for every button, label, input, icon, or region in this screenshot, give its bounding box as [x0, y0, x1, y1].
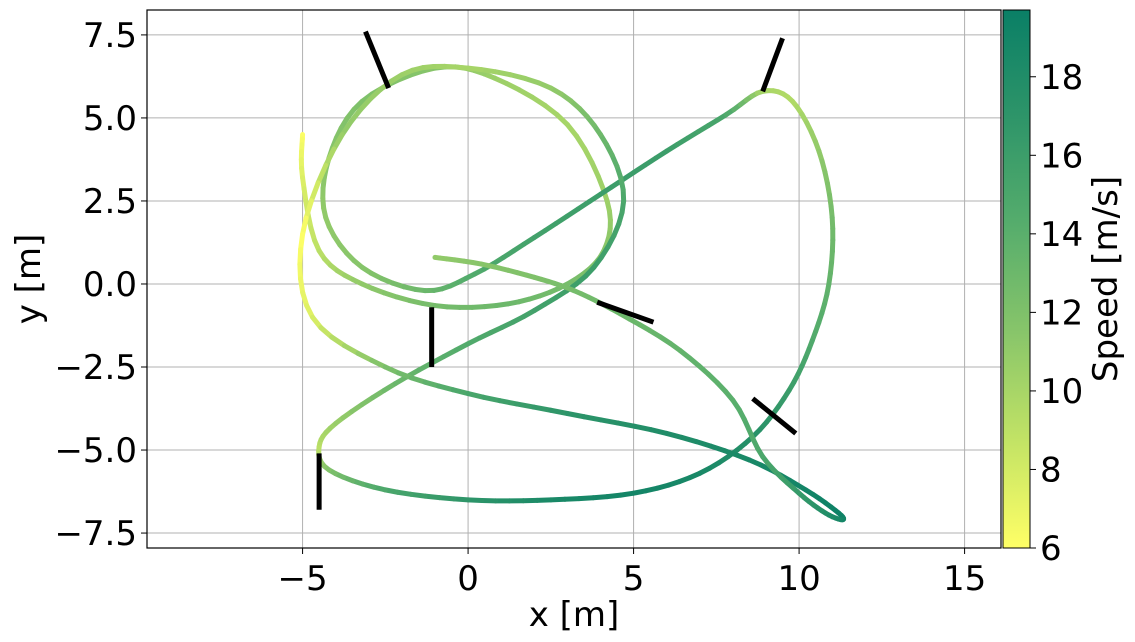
trajectory-segment	[308, 180, 321, 204]
colorbar-tick-label: 18	[1040, 58, 1083, 98]
y-tick-label: −2.5	[54, 348, 137, 388]
trajectory-segment	[323, 146, 337, 168]
x-tick-label: 0	[457, 559, 479, 599]
trajectory-segment	[529, 94, 548, 109]
trajectory-segment	[432, 254, 443, 261]
heading-markers	[316, 30, 798, 510]
colorbar-ticks: 6 8 10 12 14 16 18	[1030, 58, 1083, 569]
trajectory-segment	[315, 162, 329, 186]
trajectory-segment	[329, 334, 347, 349]
trajectory-segment	[648, 427, 670, 436]
colorbar-tick-label: 6	[1040, 529, 1062, 569]
trajectory-segment	[493, 69, 513, 78]
trajectory-segment	[516, 87, 535, 100]
y-axis-ticks: −7.5 −5.0 −2.5 0.0 2.5 5.0 7.5	[54, 16, 147, 554]
trajectory-segment	[331, 132, 345, 152]
trajectory-segment	[341, 343, 361, 356]
trajectory-segment	[450, 387, 471, 397]
colorbar-label: Speed [m/s]	[1086, 176, 1126, 382]
trajectory-segment	[615, 420, 638, 429]
trajectory-segment	[481, 394, 503, 404]
trajectory-segment	[355, 350, 375, 363]
trajectory-segment	[531, 404, 554, 413]
y-tick-label: 2.5	[83, 182, 137, 222]
plot-area	[146, 9, 1002, 549]
colorbar-gradient	[1002, 9, 1031, 549]
y-axis-label: y [m]	[9, 234, 49, 325]
heading-marker	[751, 396, 798, 436]
trajectory-segment	[582, 146, 595, 166]
x-tick-label: 15	[943, 559, 986, 599]
trajectory-segment	[542, 103, 560, 118]
y-tick-label: 5.0	[83, 99, 137, 139]
trajectory-segment	[339, 119, 354, 138]
colorbar-tick-label: 16	[1040, 136, 1083, 176]
colorbar-tick-label: 8	[1040, 450, 1062, 490]
colorbar-tick-label: 12	[1040, 293, 1083, 333]
x-axis-ticks: −5 0 5 10 15	[278, 548, 986, 599]
trajectory-segment	[598, 417, 621, 426]
y-tick-label: 7.5	[83, 16, 137, 56]
colorbar-tick-label: 10	[1040, 372, 1083, 412]
y-tick-label: 0.0	[83, 265, 137, 305]
trajectory-segment	[303, 198, 314, 221]
trajectory-segment	[564, 411, 587, 420]
x-tick-label: −5	[278, 559, 328, 599]
trajectory-segment	[298, 231, 306, 252]
x-tick-label: 10	[777, 559, 820, 599]
heading-marker	[760, 37, 785, 93]
trajectory-segment	[514, 401, 537, 410]
trajectory-segment	[348, 107, 363, 125]
heading-marker	[596, 299, 655, 325]
trajectory-segment	[581, 414, 604, 423]
trajectory-segment	[300, 215, 309, 237]
heading-marker	[363, 30, 391, 89]
colorbar: 6 8 10 12 14 16 18 Speed [m/s]	[1002, 9, 1126, 569]
trajectory-segment	[679, 434, 699, 445]
trajectory-segment	[632, 423, 654, 433]
y-tick-label: −7.5	[54, 514, 137, 554]
trajectory-segment	[548, 407, 570, 416]
trajectory-segment	[589, 160, 601, 179]
trajectory-segment	[465, 391, 487, 400]
trajectory-segment	[507, 72, 528, 81]
trajectory	[297, 63, 847, 523]
trajectory-segment	[573, 133, 588, 152]
x-axis-label: x [m]	[529, 595, 620, 635]
trajectory-segment	[664, 430, 685, 440]
colorbar-tick-label: 14	[1040, 215, 1083, 255]
y-tick-label: −5.0	[54, 431, 137, 471]
trajectory-segment	[497, 398, 520, 407]
x-tick-label: 5	[623, 559, 645, 599]
plot-frame	[146, 9, 1002, 549]
